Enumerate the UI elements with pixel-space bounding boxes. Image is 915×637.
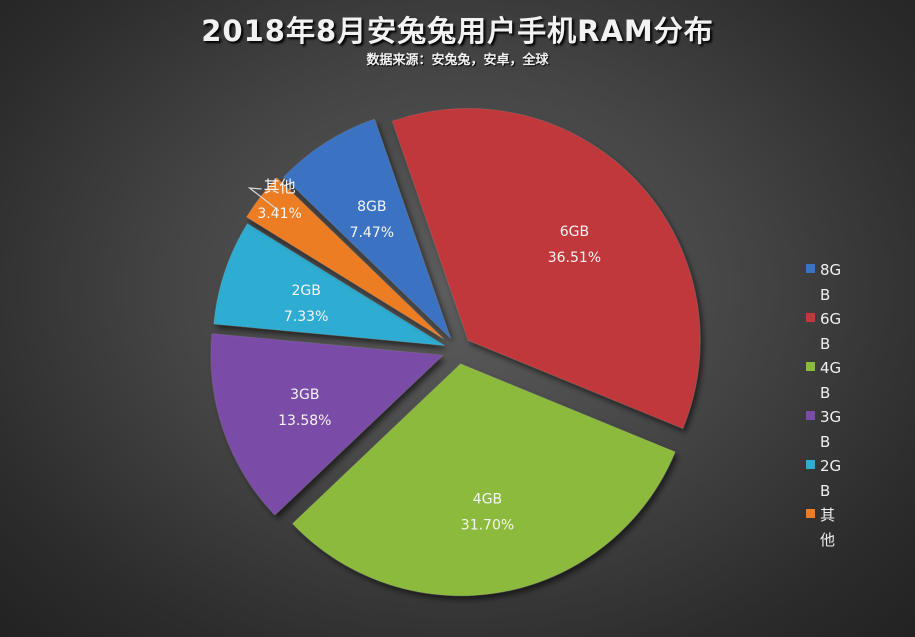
chart-title: 2018年8月安兔兔用户手机RAM分布 bbox=[201, 14, 714, 48]
legend-item-3GB: 3GB bbox=[806, 405, 846, 454]
pie-slice-3GB bbox=[210, 333, 445, 516]
leader-line-其他 bbox=[247, 187, 280, 212]
legend-item-4GB: 4GB bbox=[806, 356, 846, 405]
legend-swatch bbox=[806, 411, 815, 420]
legend-swatch bbox=[806, 460, 815, 469]
slice-label-3GB: 3GB bbox=[290, 387, 319, 403]
legend-swatch bbox=[806, 362, 815, 371]
legend-swatch bbox=[806, 313, 815, 322]
legend-label: 8GB bbox=[820, 261, 842, 304]
pie-slice-2GB bbox=[213, 222, 445, 347]
legend: 8GB 6GB 4GB 3GB 2GB 其他 bbox=[806, 258, 846, 552]
slice-value-6GB: 36.51% bbox=[548, 250, 601, 266]
pie-slice-4GB bbox=[291, 363, 676, 597]
legend-label: 3GB bbox=[820, 408, 842, 451]
pie-slice-6GB bbox=[391, 107, 701, 430]
slice-label-其他: 其他 bbox=[264, 177, 296, 196]
slice-value-8GB: 7.47% bbox=[350, 225, 394, 241]
legend-label: 2GB bbox=[820, 457, 842, 500]
legend-swatch bbox=[806, 264, 815, 273]
slice-value-3GB: 13.58% bbox=[278, 413, 331, 429]
slice-value-其他: 3.41% bbox=[257, 206, 301, 222]
legend-swatch bbox=[806, 509, 815, 518]
legend-label: 6GB bbox=[820, 310, 842, 353]
pie-slice-8GB bbox=[282, 118, 451, 339]
slice-label-4GB: 4GB bbox=[473, 491, 502, 507]
chart-subtitle: 数据来源：安兔兔，安卓，全球 bbox=[366, 53, 549, 68]
legend-label: 4GB bbox=[820, 359, 842, 402]
slice-label-6GB: 6GB bbox=[560, 224, 589, 240]
slice-label-8GB: 8GB bbox=[357, 199, 386, 215]
slice-label-2GB: 2GB bbox=[291, 283, 320, 299]
slice-value-4GB: 31.70% bbox=[461, 517, 514, 533]
legend-item-其他: 其他 bbox=[806, 503, 846, 552]
legend-item-2GB: 2GB bbox=[806, 454, 846, 503]
legend-label: 其他 bbox=[820, 506, 836, 549]
legend-item-8GB: 8GB bbox=[806, 258, 846, 307]
slice-value-2GB: 7.33% bbox=[284, 309, 328, 325]
legend-item-6GB: 6GB bbox=[806, 307, 846, 356]
